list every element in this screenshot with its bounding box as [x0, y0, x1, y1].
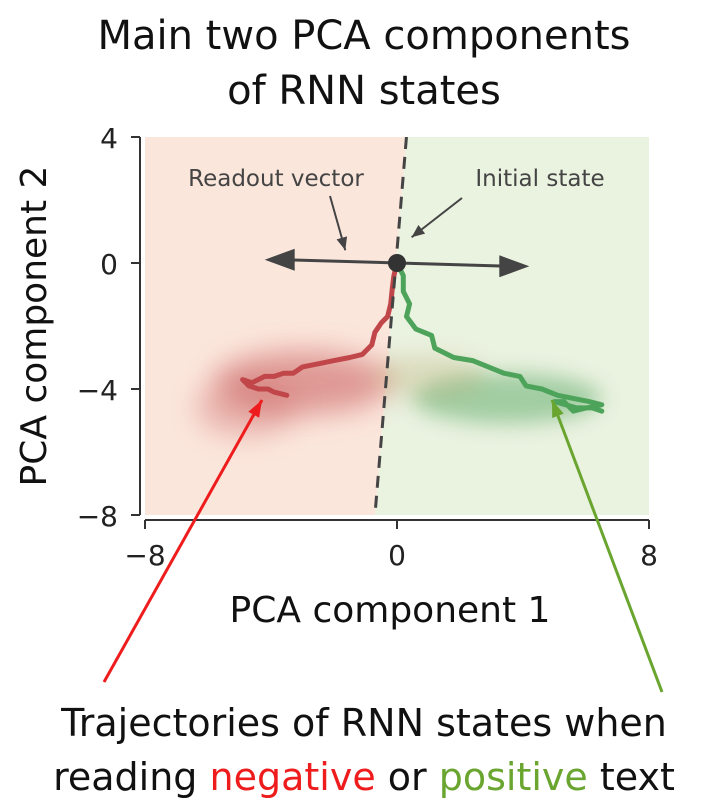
readout-arrowhead-left — [264, 248, 295, 271]
x-tick-label: 8 — [640, 539, 658, 572]
y-tick-label: 4 — [100, 122, 118, 155]
y-axis-label: PCA component 2 — [14, 166, 55, 487]
positive-region — [374, 137, 649, 515]
decision-boundary-line — [373, 137, 408, 515]
negative-pointer-line — [102, 399, 264, 683]
positive-pointer-head — [552, 400, 564, 418]
positive-pointer-line — [550, 399, 664, 693]
negative-pointer-head — [248, 400, 262, 418]
readout-arrowhead-right — [499, 255, 530, 278]
caption-positive-word: positive — [438, 755, 588, 799]
y-tick-label: −4 — [77, 374, 118, 407]
trajectory-positive — [394, 260, 605, 414]
negative-density-tail — [195, 379, 297, 437]
caption-line-2: reading negative or positive text — [0, 758, 728, 796]
caption-line-1: Trajectories of RNN states when — [61, 701, 667, 745]
negative-region — [145, 137, 407, 515]
x-tick-label: −8 — [124, 539, 165, 572]
initial-state-point — [388, 254, 406, 272]
y-tick-label: 0 — [100, 248, 118, 281]
readout-vector-label: Readout vector — [188, 166, 364, 192]
trajectory-negative — [240, 260, 400, 398]
x-tick-label: 0 — [388, 539, 406, 572]
caption-negative-word: negative — [209, 755, 376, 799]
caption-text: text — [587, 755, 675, 799]
x-axis-label: PCA component 1 — [230, 590, 551, 631]
initial-state-annotation-arrow-head — [411, 225, 426, 238]
readout-annotation-arrow-head — [336, 236, 348, 251]
caption-or: or — [375, 755, 439, 799]
caption-reading: reading — [53, 755, 210, 799]
y-tick-label: −8 — [77, 500, 118, 533]
chart-title-line-2: of RNN states — [227, 68, 501, 114]
initial-state-label: Initial state — [475, 166, 604, 192]
mixed-density-cloud — [371, 354, 486, 399]
chart-title-line-1: Main two PCA components — [97, 13, 631, 59]
